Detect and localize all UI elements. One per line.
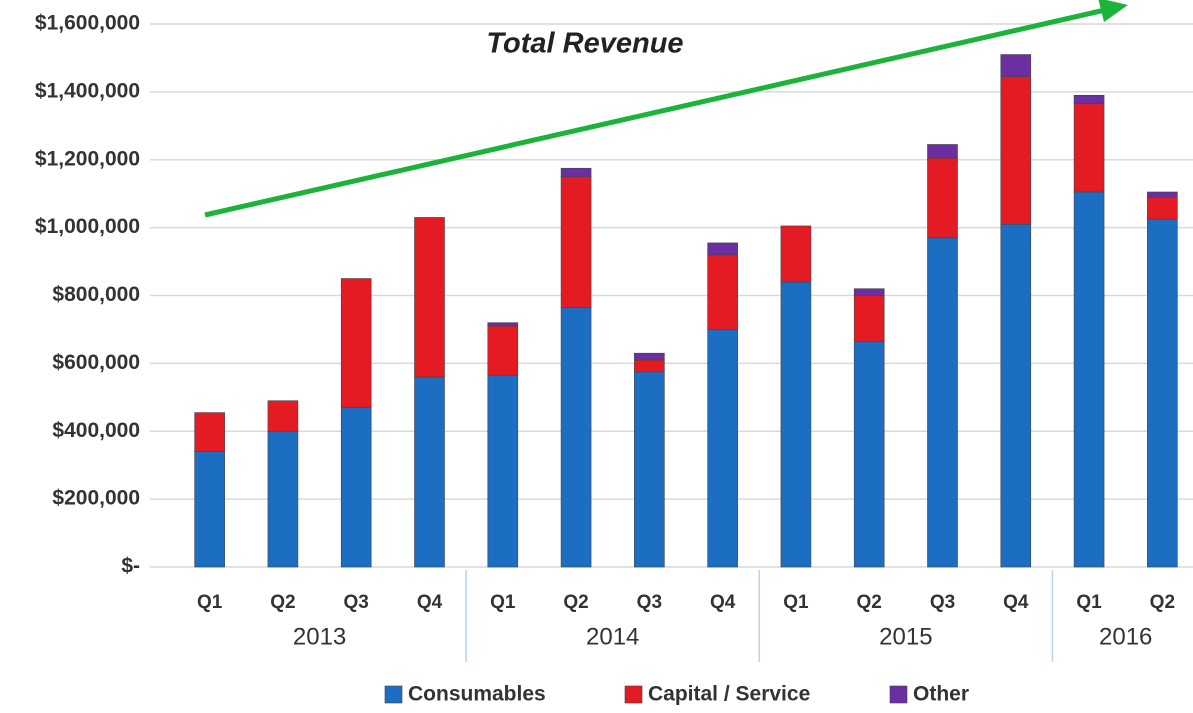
bar-segment bbox=[1000, 54, 1032, 77]
bars bbox=[194, 54, 1178, 568]
bar-segment bbox=[927, 237, 958, 568]
x-tick-label: Q3 bbox=[344, 592, 369, 613]
bar-segment bbox=[560, 167, 592, 178]
bar-segment bbox=[1073, 191, 1105, 568]
bar-segment bbox=[340, 407, 372, 568]
y-tick-label: $1,400,000 bbox=[35, 79, 140, 102]
bar-segment bbox=[707, 242, 738, 256]
x-tick-label: Q1 bbox=[783, 592, 809, 613]
bar-segment bbox=[1147, 218, 1178, 568]
legend-label: Consumables bbox=[408, 683, 546, 706]
grid bbox=[150, 23, 1193, 568]
year-label: 2015 bbox=[879, 623, 932, 650]
bar-segment bbox=[414, 376, 445, 568]
trend-arrow bbox=[204, 7, 1106, 218]
y-tick-label: $- bbox=[121, 555, 140, 578]
bar-segment bbox=[634, 352, 665, 361]
bar-segment bbox=[1000, 76, 1032, 225]
bar-segment bbox=[560, 307, 592, 568]
y-tick-label: $200,000 bbox=[52, 487, 140, 510]
bar-segment bbox=[707, 254, 738, 330]
bar-segment bbox=[634, 359, 665, 373]
bar-segment bbox=[414, 217, 445, 378]
legend-label: Capital / Service bbox=[648, 683, 810, 706]
bar-segment bbox=[780, 281, 812, 568]
y-tick-label: $1,200,000 bbox=[35, 147, 140, 170]
x-tick-label: Q2 bbox=[1150, 592, 1175, 613]
bar-segment bbox=[1147, 196, 1178, 220]
legend-label: Other bbox=[913, 683, 969, 706]
bar-segment bbox=[194, 451, 225, 568]
year-label: 2016 bbox=[1099, 623, 1152, 650]
x-tick-label: Q1 bbox=[490, 592, 516, 613]
bar-segment bbox=[927, 144, 958, 159]
bar-segment bbox=[267, 400, 299, 432]
arrow-head bbox=[1098, 0, 1128, 22]
bar-segment bbox=[853, 295, 885, 342]
legend-swatch bbox=[889, 685, 908, 704]
year-label: 2013 bbox=[293, 623, 346, 650]
bar-segment bbox=[340, 278, 372, 408]
x-tick-label: Q2 bbox=[857, 592, 882, 613]
x-tick-label: Q1 bbox=[197, 592, 223, 613]
y-tick-label: $800,000 bbox=[52, 283, 140, 306]
bar-segment bbox=[194, 412, 225, 452]
bar-segment bbox=[634, 371, 665, 568]
bar-segment bbox=[1073, 94, 1105, 105]
legend-swatch bbox=[624, 685, 643, 704]
legend-swatch bbox=[384, 685, 403, 704]
bar-segment bbox=[1147, 191, 1178, 198]
y-tick-label: $1,600,000 bbox=[35, 12, 140, 35]
x-tick-label: Q3 bbox=[930, 592, 955, 613]
bar-segment bbox=[1073, 103, 1105, 193]
year-label: 2014 bbox=[586, 623, 639, 650]
x-tick-label: Q2 bbox=[563, 592, 588, 613]
bar-segment bbox=[780, 225, 812, 283]
bar-segment bbox=[927, 157, 958, 239]
bar-segment bbox=[853, 288, 885, 296]
annotation: Total Revenue bbox=[486, 28, 683, 60]
bar-segment bbox=[487, 374, 519, 568]
x-tick-label: Q4 bbox=[710, 592, 736, 613]
bar-segment bbox=[487, 325, 519, 376]
bar-segment bbox=[267, 430, 299, 568]
x-tick-label: Q1 bbox=[1076, 592, 1102, 613]
y-tick-label: $400,000 bbox=[52, 419, 140, 442]
bar-segment bbox=[853, 341, 885, 568]
y-tick-label: $600,000 bbox=[52, 351, 140, 374]
bar-segment bbox=[707, 329, 738, 568]
bar-segment bbox=[1000, 223, 1032, 568]
y-tick-label: $1,000,000 bbox=[35, 215, 140, 238]
x-tick-label: Q4 bbox=[1003, 592, 1029, 613]
x-tick-label: Q4 bbox=[417, 592, 443, 613]
x-tick-label: Q2 bbox=[270, 592, 295, 613]
bar-segment bbox=[487, 322, 519, 327]
x-tick-label: Q3 bbox=[637, 592, 662, 613]
bar-segment bbox=[560, 176, 592, 308]
